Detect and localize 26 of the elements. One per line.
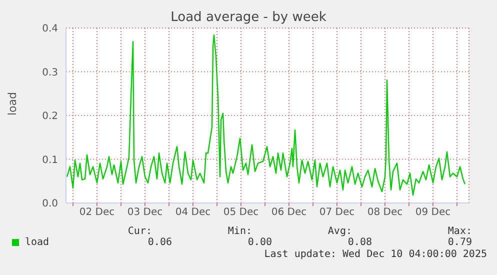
x-tick-label: 09 Dec [415,207,451,218]
y-axis-title: load [6,92,19,116]
x-tick-label: 08 Dec [367,207,403,218]
y-tick-label: 0.2 [42,111,58,122]
chart-title: Load average - by week [170,10,328,25]
text: Min: [226,226,252,237]
legend-label: load [25,237,50,248]
x-tick-label: 06 Dec [271,207,307,218]
x-tick-label: 05 Dec [223,207,259,218]
text: 0.06 [146,237,172,248]
x-tick-label: 02 Dec [79,207,115,218]
text: 0.00 [246,237,272,248]
x-tick-label: 03 Dec [127,207,163,218]
text: Last update: Wed Dec 10 04:00:00 2025 [264,249,487,260]
text: Cur: [126,226,152,237]
x-tick-label: 07 Dec [319,207,355,218]
y-tick-label: 0.4 [42,24,58,35]
y-tick-label: 0.3 [42,67,58,78]
x-tick-label: 04 Dec [175,207,211,218]
text: Max: [446,226,472,237]
text: Avg: [326,226,352,237]
y-tick-label: 0.0 [42,198,58,210]
text: 0.79 [446,237,472,248]
text: 0.08 [346,237,372,248]
line-series [66,34,466,196]
y-tick-label: 0.1 [42,154,58,166]
